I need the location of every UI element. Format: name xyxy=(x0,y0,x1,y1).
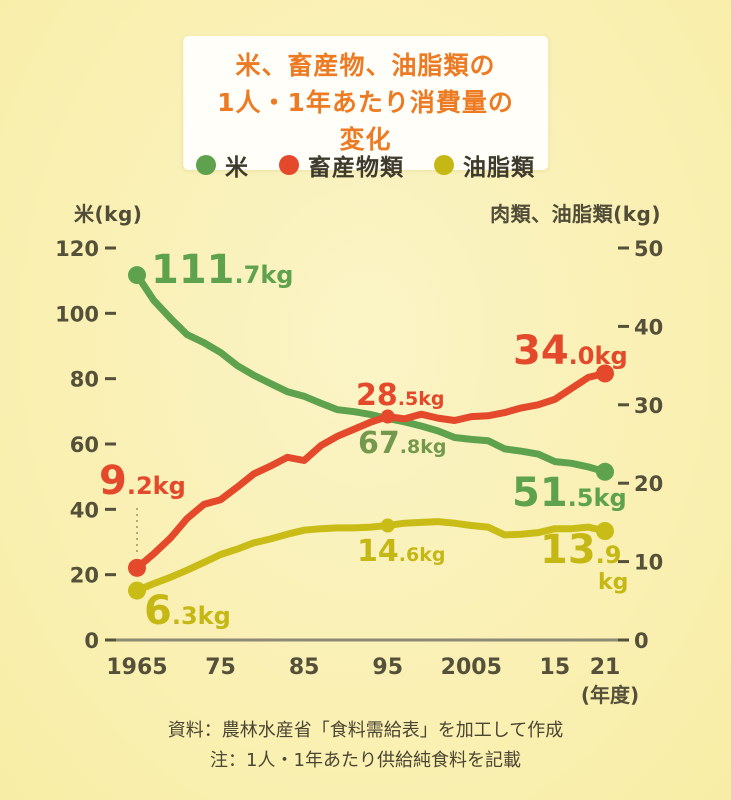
畜産物類-point-1995 xyxy=(380,409,395,424)
left-tick-label: 60 xyxy=(70,433,99,457)
label-oils-1995: 14.6kg xyxy=(357,534,446,569)
left-axis-title: 米(kg) xyxy=(74,202,143,226)
legend-item-oils: 油脂類 xyxy=(434,148,535,182)
油脂類-point-2021 xyxy=(596,522,614,541)
label-rice-2021: 51.5kg xyxy=(512,470,627,516)
legend-item-livestock: 畜産物類 xyxy=(279,148,404,182)
x-tick-label: 75 xyxy=(205,655,236,680)
chart-title: 米、畜産物、油脂類の 1人・1年あたり消費量の変化 xyxy=(182,36,549,170)
米-point-2021 xyxy=(596,462,614,481)
x-tick-label: 15 xyxy=(540,655,571,680)
legend-item-rice: 米 xyxy=(196,148,249,182)
legend-label-oils: 油脂類 xyxy=(463,155,535,181)
right-tick-label: 10 xyxy=(634,551,663,575)
chart-title-line2: 1人・1年あたり消費量の変化 xyxy=(217,88,514,154)
label-rice-1965: 111.7kg xyxy=(151,247,294,293)
oils-legend-dot-icon xyxy=(434,155,454,175)
left-tick-label: 100 xyxy=(55,302,99,326)
x-tick-label: 85 xyxy=(289,655,320,680)
畜産物類-point-2021 xyxy=(596,364,614,383)
left-tick-label: 40 xyxy=(70,498,99,522)
油脂類-point-1965 xyxy=(128,581,146,600)
x-tick-label: 2005 xyxy=(441,655,502,680)
rice-legend-dot-icon xyxy=(196,155,216,175)
米-line xyxy=(133,271,609,476)
left-tick-label: 80 xyxy=(70,368,99,392)
right-tick-label: 30 xyxy=(634,394,663,418)
label-livestock-1995: 28.5kg xyxy=(356,378,445,413)
label-oils-2021: 13.9 kg xyxy=(540,527,629,595)
chart-title-line1: 米、畜産物、油脂類の xyxy=(235,51,496,80)
legend-label-rice: 米 xyxy=(225,155,249,181)
x-tick-label: 95 xyxy=(372,655,403,680)
label-livestock-2021: 34.0kg xyxy=(513,328,628,374)
footnote: 注：1人・1年あたり供給純食料を記載 xyxy=(210,750,521,771)
label-livestock-1965: 9.2kg xyxy=(99,458,186,504)
x-tick-label: 21 xyxy=(590,655,621,680)
畜産物類-point-1965 xyxy=(128,558,146,577)
right-axis-title: 肉類、油脂類(kg) xyxy=(490,202,661,226)
legend: 米 畜産物類 油脂類 xyxy=(0,148,731,182)
left-tick-label: 20 xyxy=(70,564,99,588)
油脂類-line xyxy=(133,518,609,595)
right-tick-label: 20 xyxy=(634,472,663,496)
legend-label-livestock: 畜産物類 xyxy=(308,155,404,181)
畜産物類-line xyxy=(133,369,609,572)
right-tick-label: 0 xyxy=(634,629,649,653)
source-note: 資料：農林水産省「食料需給表」を加工して作成 xyxy=(167,720,564,741)
油脂類-point-1995 xyxy=(380,518,395,533)
x-tick-label: 1965 xyxy=(106,655,167,680)
left-tick-label: 0 xyxy=(84,629,99,653)
left-tick-label: 120 xyxy=(55,237,99,261)
label-rice-1995: 67.8kg xyxy=(358,426,447,461)
right-tick-label: 50 xyxy=(634,237,663,261)
right-tick-label: 40 xyxy=(634,315,663,339)
米-point-1965 xyxy=(128,266,146,285)
livestock-legend-dot-icon xyxy=(279,155,299,175)
label-oils-1965: 6.3kg xyxy=(144,588,231,634)
x-axis-unit-label: (年度) xyxy=(581,683,639,707)
